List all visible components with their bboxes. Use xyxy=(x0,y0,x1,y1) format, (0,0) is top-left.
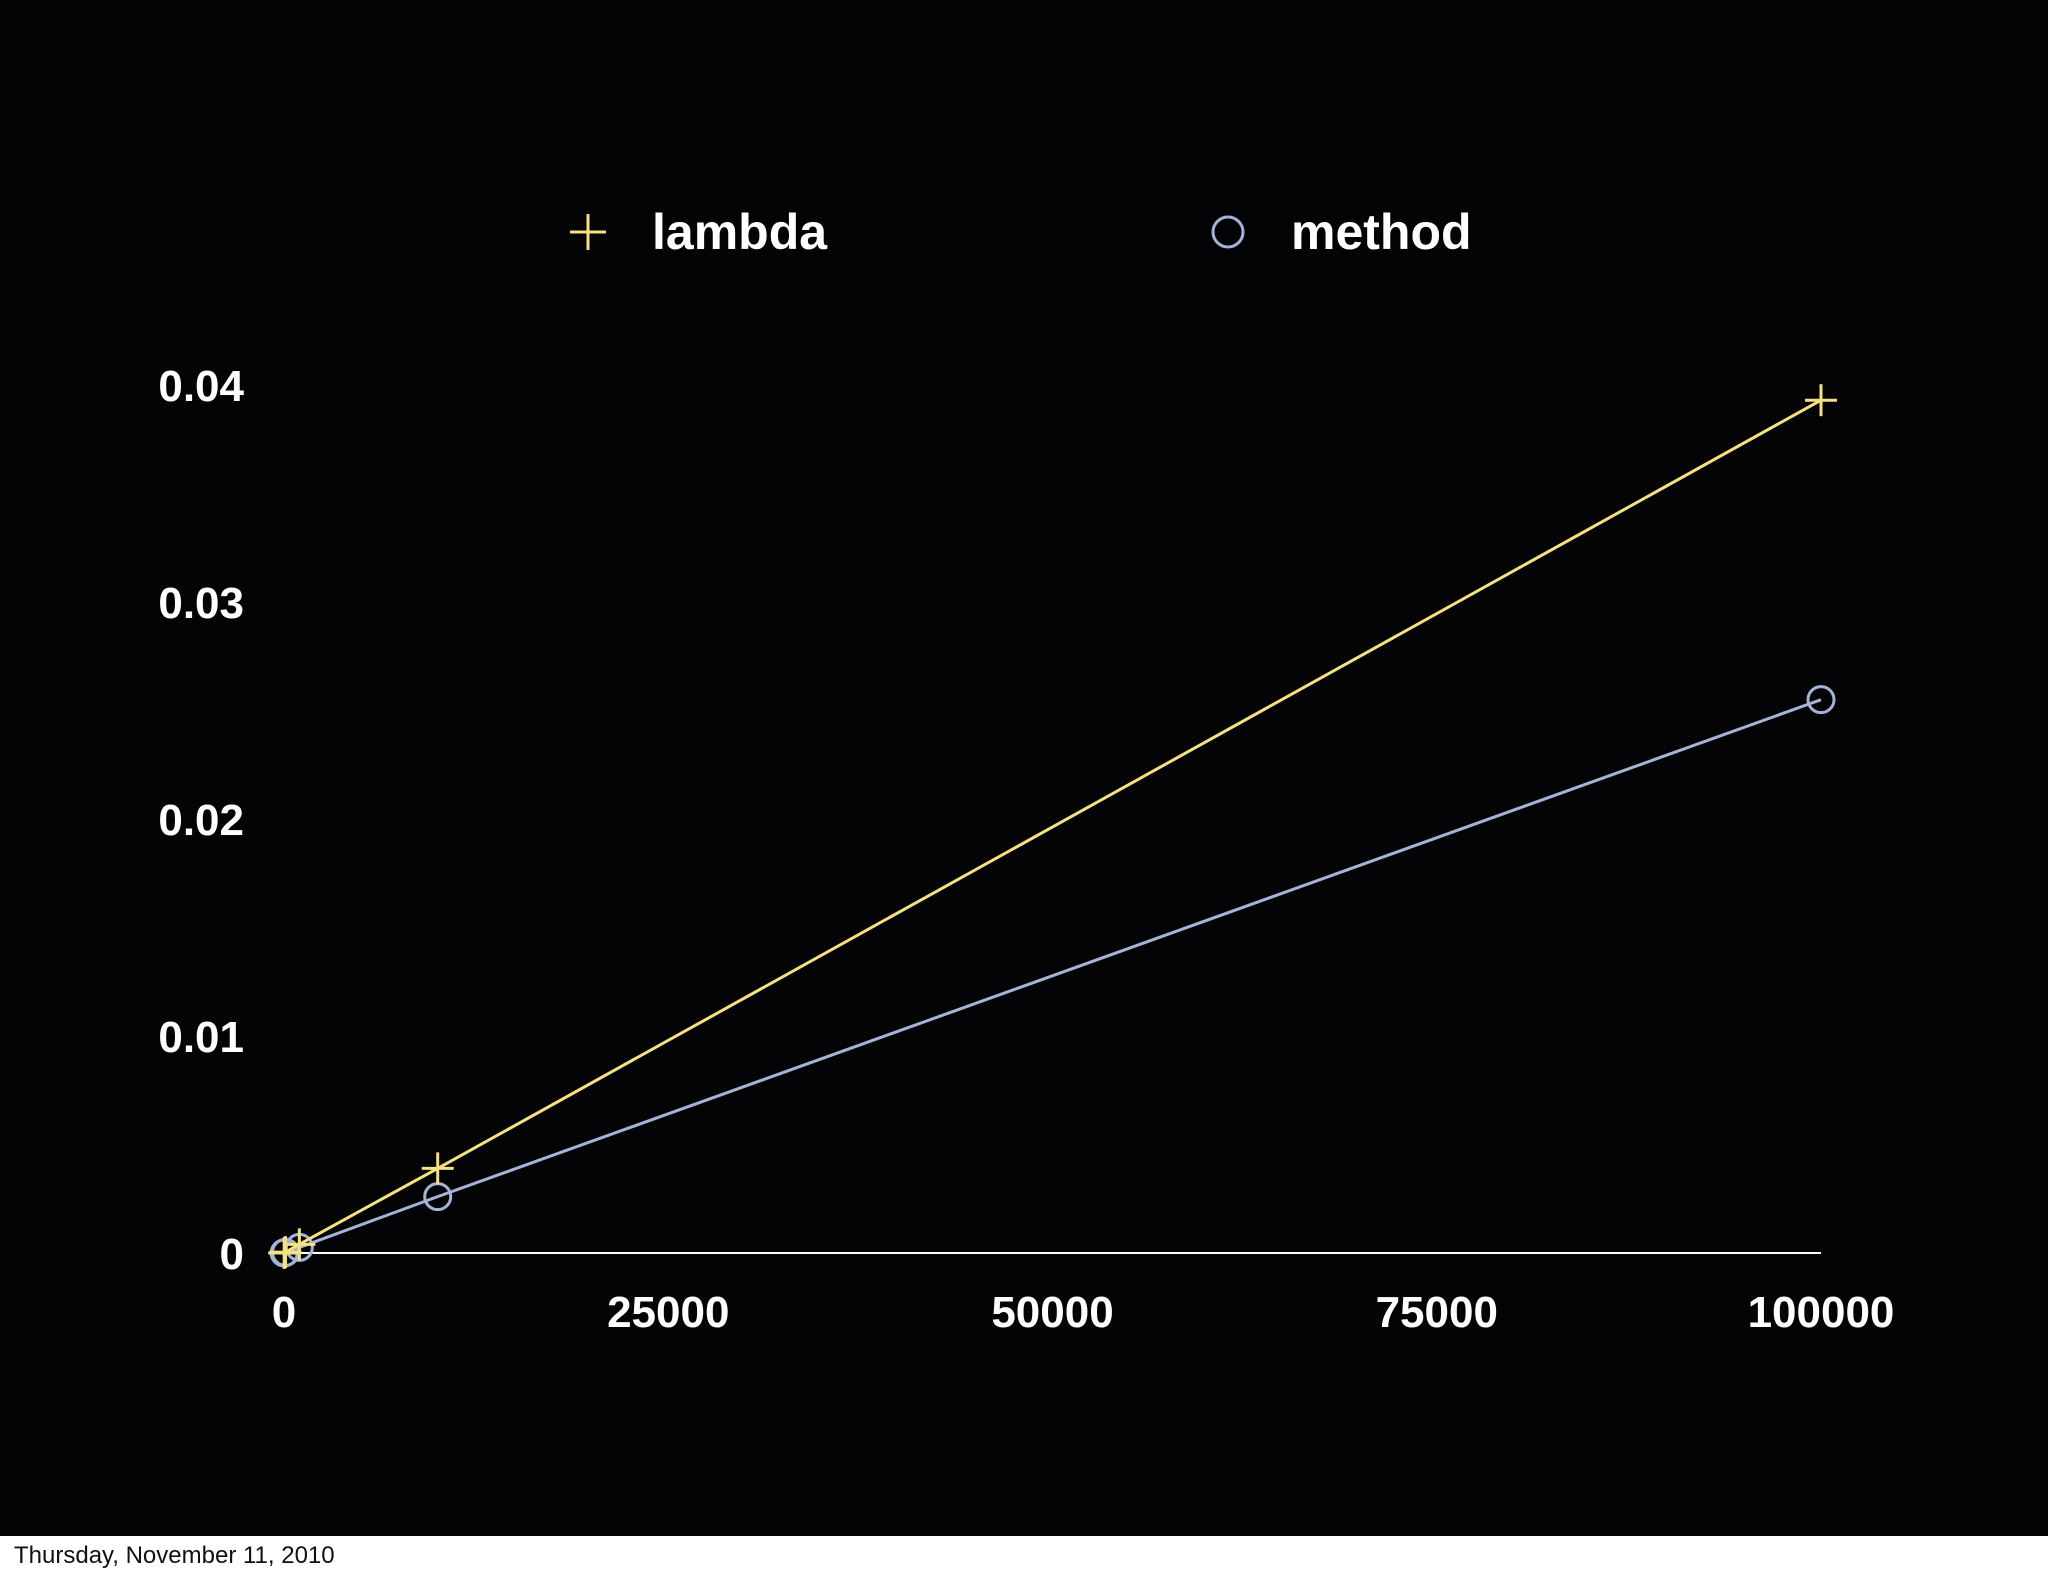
slide-background: lambda method 0 0.01 0.02 0.03 0.04 0 25000 500… xyxy=(0,0,2048,1536)
series-lambda xyxy=(268,384,1837,1269)
series-line-method xyxy=(283,698,1822,1255)
y-tick-label: 0.02 xyxy=(158,796,244,845)
data-point-lambda xyxy=(283,1228,316,1261)
series-line-lambda xyxy=(283,398,1822,1255)
data-point-lambda xyxy=(269,1236,302,1269)
y-tick-label: 0.04 xyxy=(158,362,244,411)
x-tick-label: 100000 xyxy=(1748,1288,1895,1337)
legend-item-lambda: lambda xyxy=(570,204,828,260)
x-axis-tick-labels: 0 25000 50000 75000 100000 xyxy=(272,1288,1895,1337)
y-tick-label: 0.03 xyxy=(158,579,244,628)
x-tick-label: 75000 xyxy=(1376,1288,1498,1337)
line-chart: lambda method 0 0.01 0.02 0.03 0.04 0 25000 500… xyxy=(158,204,1895,1337)
y-tick-label: 0.01 xyxy=(158,1013,244,1062)
data-point-lambda xyxy=(1805,384,1837,417)
legend-label: lambda xyxy=(652,204,828,260)
footer-date: Thursday, November 11, 2010 xyxy=(14,1542,335,1569)
x-tick-label: 25000 xyxy=(607,1288,729,1337)
series-plot-area xyxy=(268,384,1837,1269)
legend-label: method xyxy=(1291,204,1472,260)
legend: lambda method xyxy=(570,204,1472,260)
legend-item-method: method xyxy=(1211,204,1472,260)
x-tick-label: 0 xyxy=(272,1288,296,1337)
y-tick-label: 0 xyxy=(220,1230,244,1279)
y-axis-tick-labels: 0 0.01 0.02 0.03 0.04 xyxy=(158,362,244,1279)
data-point-method xyxy=(1806,685,1836,715)
plus-icon xyxy=(570,214,606,250)
series-method xyxy=(269,685,1836,1268)
x-tick-label: 50000 xyxy=(991,1288,1113,1337)
data-point-lambda xyxy=(421,1152,454,1185)
circle-icon xyxy=(1211,215,1245,249)
